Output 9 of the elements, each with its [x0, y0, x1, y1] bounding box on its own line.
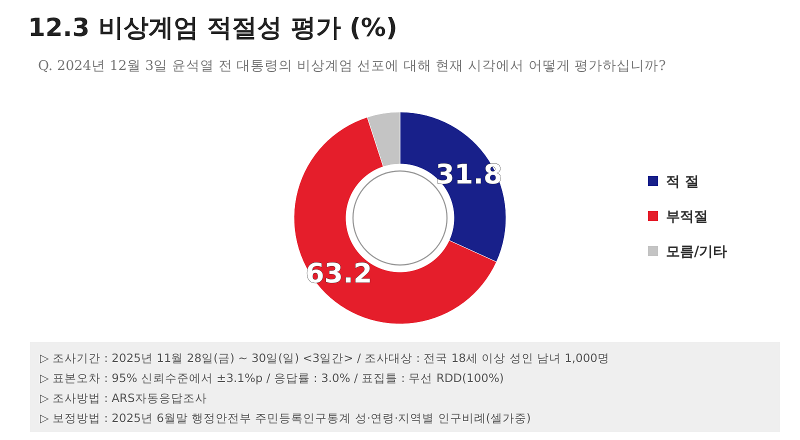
legend-label: 적 절: [666, 174, 699, 190]
text: ▷ 조사기간 : 2025년 11월 28일(금) ~ 30일(일) <3일간> / 조사대상 : 전국 18세 이상 성인 남녀 1,000명: [40, 351, 610, 365]
chart-subtitle: Q. 2024년 12월 3일 윤석열 전 대통령의 비상계엄 선포에 대해 현재 시각에서 어떻게 평가하십니까?: [38, 58, 666, 74]
text: ▷ 조사방법 : ARS자동응답조사: [40, 391, 207, 405]
chart-title: 12.3 비상계엄 적절성 평가 (%): [28, 13, 398, 42]
text: ▷ 보정방법 : 2025년 6월말 행정안전부 주민등록인구통계 성·연령·지역별 인구비례(셀가중): [40, 411, 531, 425]
legend-label: 모름/기타: [666, 244, 728, 260]
legend-label: 부적절: [666, 209, 708, 225]
text: ▷ 표본오차 : 95% 신뢰수준에서 ±3.1%p / 응답률 : 3.0% / 표집틀 : 무선 RDD(100%): [40, 371, 504, 385]
